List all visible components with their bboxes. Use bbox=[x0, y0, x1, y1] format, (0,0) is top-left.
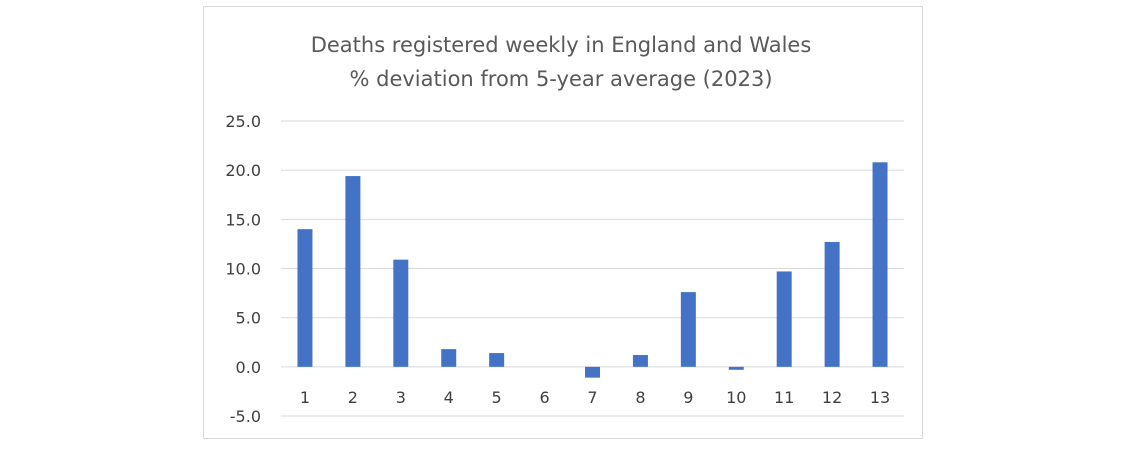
y-tick-label: 0.0 bbox=[236, 358, 261, 377]
y-tick-label: 15.0 bbox=[225, 210, 261, 229]
bar-week-4 bbox=[441, 349, 457, 367]
bar-week-12 bbox=[824, 241, 840, 367]
x-axis-ticks: 1 2 3 4 5 6 7 8 9 10 11 12 13 bbox=[300, 388, 890, 407]
y-tick-label: 10.0 bbox=[225, 260, 261, 279]
bar-week-1 bbox=[297, 229, 313, 367]
x-tick-label: 10 bbox=[726, 388, 746, 407]
x-tick-label: 6 bbox=[539, 388, 549, 407]
bar-week-10 bbox=[728, 366, 744, 370]
y-tick-label: 25.0 bbox=[225, 112, 261, 131]
bar-week-7 bbox=[585, 366, 600, 378]
y-axis-ticks: 25.0 20.0 15.0 10.0 5.0 0.0 -5.0 bbox=[225, 112, 261, 426]
x-tick-label: 3 bbox=[396, 388, 406, 407]
x-tick-label: 2 bbox=[348, 388, 358, 407]
x-tick-label: 13 bbox=[870, 388, 890, 407]
x-tick-label: 12 bbox=[822, 388, 842, 407]
x-tick-label: 8 bbox=[635, 388, 645, 407]
chart-frame: Deaths registered weekly in England and … bbox=[203, 6, 923, 439]
y-tick-label: 5.0 bbox=[236, 309, 261, 328]
y-tick-label: 20.0 bbox=[225, 161, 261, 180]
bars bbox=[297, 162, 888, 378]
x-tick-label: 5 bbox=[492, 388, 502, 407]
x-tick-label: 9 bbox=[683, 388, 693, 407]
gridlines bbox=[281, 120, 904, 417]
bar-week-2 bbox=[345, 176, 361, 367]
bar-week-11 bbox=[776, 271, 792, 367]
y-tick-label: -5.0 bbox=[230, 407, 261, 426]
x-tick-label: 1 bbox=[300, 388, 310, 407]
bar-week-8 bbox=[632, 355, 648, 367]
x-tick-label: 7 bbox=[587, 388, 597, 407]
chart-title: Deaths registered weekly in England and … bbox=[311, 33, 812, 57]
bar-week-9 bbox=[680, 292, 696, 367]
bar-chart: Deaths registered weekly in England and … bbox=[225, 33, 904, 426]
x-tick-label: 4 bbox=[444, 388, 454, 407]
bar-week-3 bbox=[393, 259, 409, 367]
x-tick-label: 11 bbox=[774, 388, 794, 407]
chart-subtitle: % deviation from 5-year average (2023) bbox=[349, 67, 772, 91]
bar-week-13 bbox=[872, 162, 888, 367]
bar-week-5 bbox=[489, 353, 505, 367]
